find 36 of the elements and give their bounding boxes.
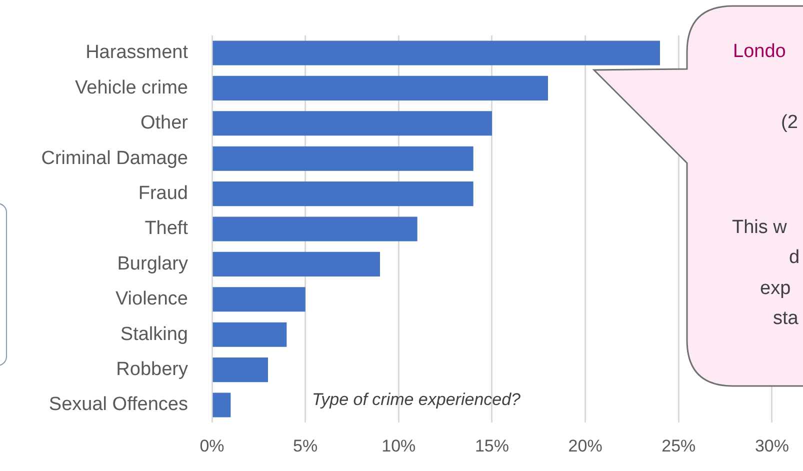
y-tick-label: Burglary (117, 253, 188, 274)
y-tick-label: Violence (115, 288, 188, 310)
y-tick-label: Sexual Offences (48, 394, 188, 416)
text: (2 (781, 112, 798, 133)
bar (212, 111, 492, 136)
y-tick-label: Robbery (116, 359, 188, 380)
bar (212, 287, 306, 312)
annotation: exp (760, 278, 791, 299)
text: d (789, 247, 800, 268)
y-tick-label: Harassment (86, 42, 189, 64)
bar (212, 322, 287, 347)
bar (212, 252, 380, 276)
bar (212, 182, 474, 206)
annotation: This w (732, 217, 788, 238)
text: Type of crime experienced? (312, 390, 521, 410)
x-tick-label: 5% (293, 436, 318, 456)
x-tick-label: 30% (754, 436, 790, 456)
x-tick-label: 0% (200, 436, 224, 456)
x-tick-label: 15% (474, 436, 510, 456)
x-tick-label: 25% (662, 436, 696, 456)
y-tick-label: Stalking (120, 324, 188, 345)
annotation: Londo (733, 41, 786, 62)
bar (212, 40, 660, 66)
y-tick-label: Other (140, 112, 189, 134)
x-tick-label: 10% (382, 436, 416, 456)
bar (212, 216, 418, 242)
text: sta (773, 308, 799, 329)
x-tick-label: 20% (568, 436, 602, 456)
bar (212, 76, 548, 100)
y-tick-label: Fraud (138, 183, 188, 204)
y-tick-label: Criminal Damage (41, 148, 188, 169)
bar (212, 146, 474, 171)
y-tick-label: Theft (144, 218, 189, 240)
y-tick-label: Vehicle crime (75, 77, 188, 98)
bar (212, 392, 231, 418)
bar (212, 358, 268, 382)
